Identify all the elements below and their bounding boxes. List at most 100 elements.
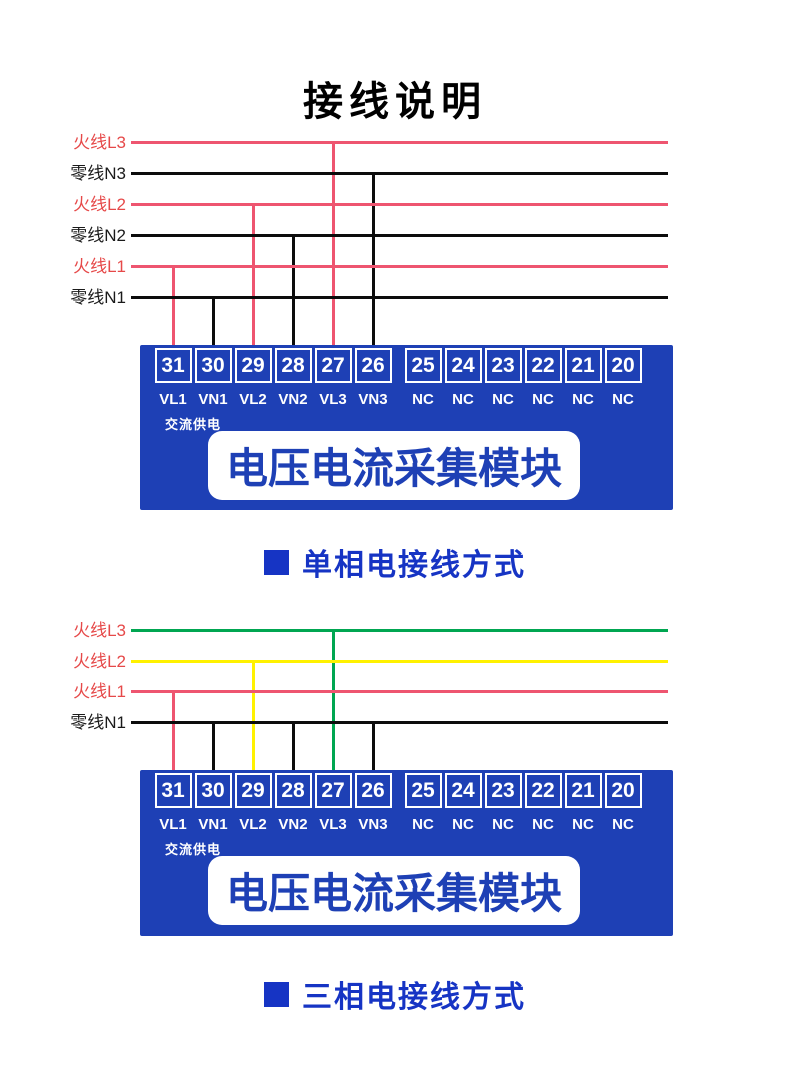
wire-line-horizontal [131,265,668,268]
terminal-number-box: 22 [524,773,562,808]
wire-line-vertical [332,142,335,345]
terminal-number-box: 24 [444,773,482,808]
terminal-number-box: 25 [404,773,442,808]
terminal-25: 25 NC [403,348,443,408]
terminal-label: VL3 [319,391,347,408]
terminal-number-box: 26 [354,348,392,383]
voltage-current-module: 31 VL1 30 VN1 29 VL2 28 VN2 27 VL3 26 VN3 25 NC 24 NC 23… [140,770,673,936]
terminal-number-box: 23 [484,348,522,383]
terminal-number-box: 27 [314,773,352,808]
terminal-23: 23 NC [483,773,523,833]
ac-power-label: 交流供电 [165,842,222,857]
terminal-24: 24 NC [443,348,483,408]
wire-line-vertical [252,204,255,345]
wire-line-vertical [172,691,175,770]
terminal-30: 30 VN1 [193,348,233,408]
terminal-label: VL3 [319,816,347,833]
terminal-label: VL2 [239,391,267,408]
terminal-number-box: 24 [444,348,482,383]
terminal-number-box: 31 [154,348,192,383]
voltage-current-module: 31 VL1 30 VN1 29 VL2 28 VN2 27 VL3 26 VN3 25 NC 24 NC 23… [140,345,673,510]
wire-line-horizontal [131,203,668,206]
terminal-number-box: 21 [564,773,602,808]
terminal-label: VL1 [159,391,187,408]
wire-label: 零线N1 [70,713,126,732]
wire-line-horizontal [131,660,668,663]
caption-text: 三相电接线方式 [302,981,526,1014]
terminal-label: NC [452,816,474,833]
wire-line-horizontal [131,690,668,693]
terminal-number-box: 22 [524,348,562,383]
terminal-label: NC [412,391,434,408]
terminal-label: NC [612,391,634,408]
terminal-number-box: 27 [314,348,352,383]
module-name-box: 电压电流采集模块 [208,431,580,500]
terminal-label: VN1 [198,816,228,833]
terminal-label: VN3 [358,816,388,833]
terminal-28: 28 VN2 [273,773,313,833]
wire-label: 火线L1 [73,682,126,701]
wire-label: 零线N2 [70,226,126,245]
terminal-21: 21 NC [563,348,603,408]
wire-line-vertical [292,722,295,770]
terminal-22: 22 NC [523,773,563,833]
terminal-26: 26 VN3 [353,348,393,408]
terminal-label: NC [532,816,554,833]
terminal-31: 31 VL1 [153,773,193,833]
terminal-22: 22 NC [523,348,563,408]
wire-line-horizontal [131,234,668,237]
caption-square-icon [264,981,289,1007]
terminal-29: 29 VL2 [233,348,273,408]
three-phase-caption: 三相电接线方式 [0,972,790,1016]
terminal-label: NC [572,391,594,408]
wire-line-vertical [172,266,175,345]
terminal-number-box: 31 [154,773,192,808]
single-phase-caption: 单相电接线方式 [0,540,790,584]
terminal-number-box: 29 [234,348,272,383]
terminal-number-box: 20 [604,348,642,383]
wire-line-vertical [372,722,375,770]
terminal-29: 29 VL2 [233,773,273,833]
terminal-label: VN2 [278,816,308,833]
terminal-label: VL2 [239,816,267,833]
wire-label: 火线L1 [73,257,126,276]
wire-label: 零线N1 [70,288,126,307]
wire-label: 火线L2 [73,652,126,671]
caption-text: 单相电接线方式 [302,549,526,582]
page-title: 接线说明 [303,79,487,124]
terminal-number-box: 29 [234,773,272,808]
wire-line-vertical [332,630,335,770]
wire-line-vertical [252,661,255,770]
wire-line-vertical [212,722,215,770]
wire-line-horizontal [131,141,668,144]
wire-label: 零线N3 [70,164,126,183]
wire-line-vertical [212,297,215,345]
module-name: 电压电流采集模块 [225,445,562,492]
terminal-label: NC [572,816,594,833]
terminal-27: 27 VL3 [313,773,353,833]
terminal-label: VL1 [159,816,187,833]
terminal-number-box: 23 [484,773,522,808]
module-name: 电压电流采集模块 [225,870,562,917]
terminal-number-box: 26 [354,773,392,808]
terminal-30: 30 VN1 [193,773,233,833]
terminal-label: NC [532,391,554,408]
wire-line-horizontal [131,721,668,724]
terminal-label: NC [452,391,474,408]
terminal-label: VN3 [358,391,388,408]
wire-line-horizontal [131,172,668,175]
terminal-label: NC [492,816,514,833]
terminal-label: VN2 [278,391,308,408]
terminal-23: 23 NC [483,348,523,408]
terminal-25: 25 NC [403,773,443,833]
terminal-28: 28 VN2 [273,348,313,408]
terminal-number-box: 25 [404,348,442,383]
wire-label: 火线L3 [73,133,126,152]
terminal-26: 26 VN3 [353,773,393,833]
terminal-number-box: 30 [194,773,232,808]
terminal-20: 20 NC [603,773,643,833]
module-name-box: 电压电流采集模块 [208,856,580,925]
